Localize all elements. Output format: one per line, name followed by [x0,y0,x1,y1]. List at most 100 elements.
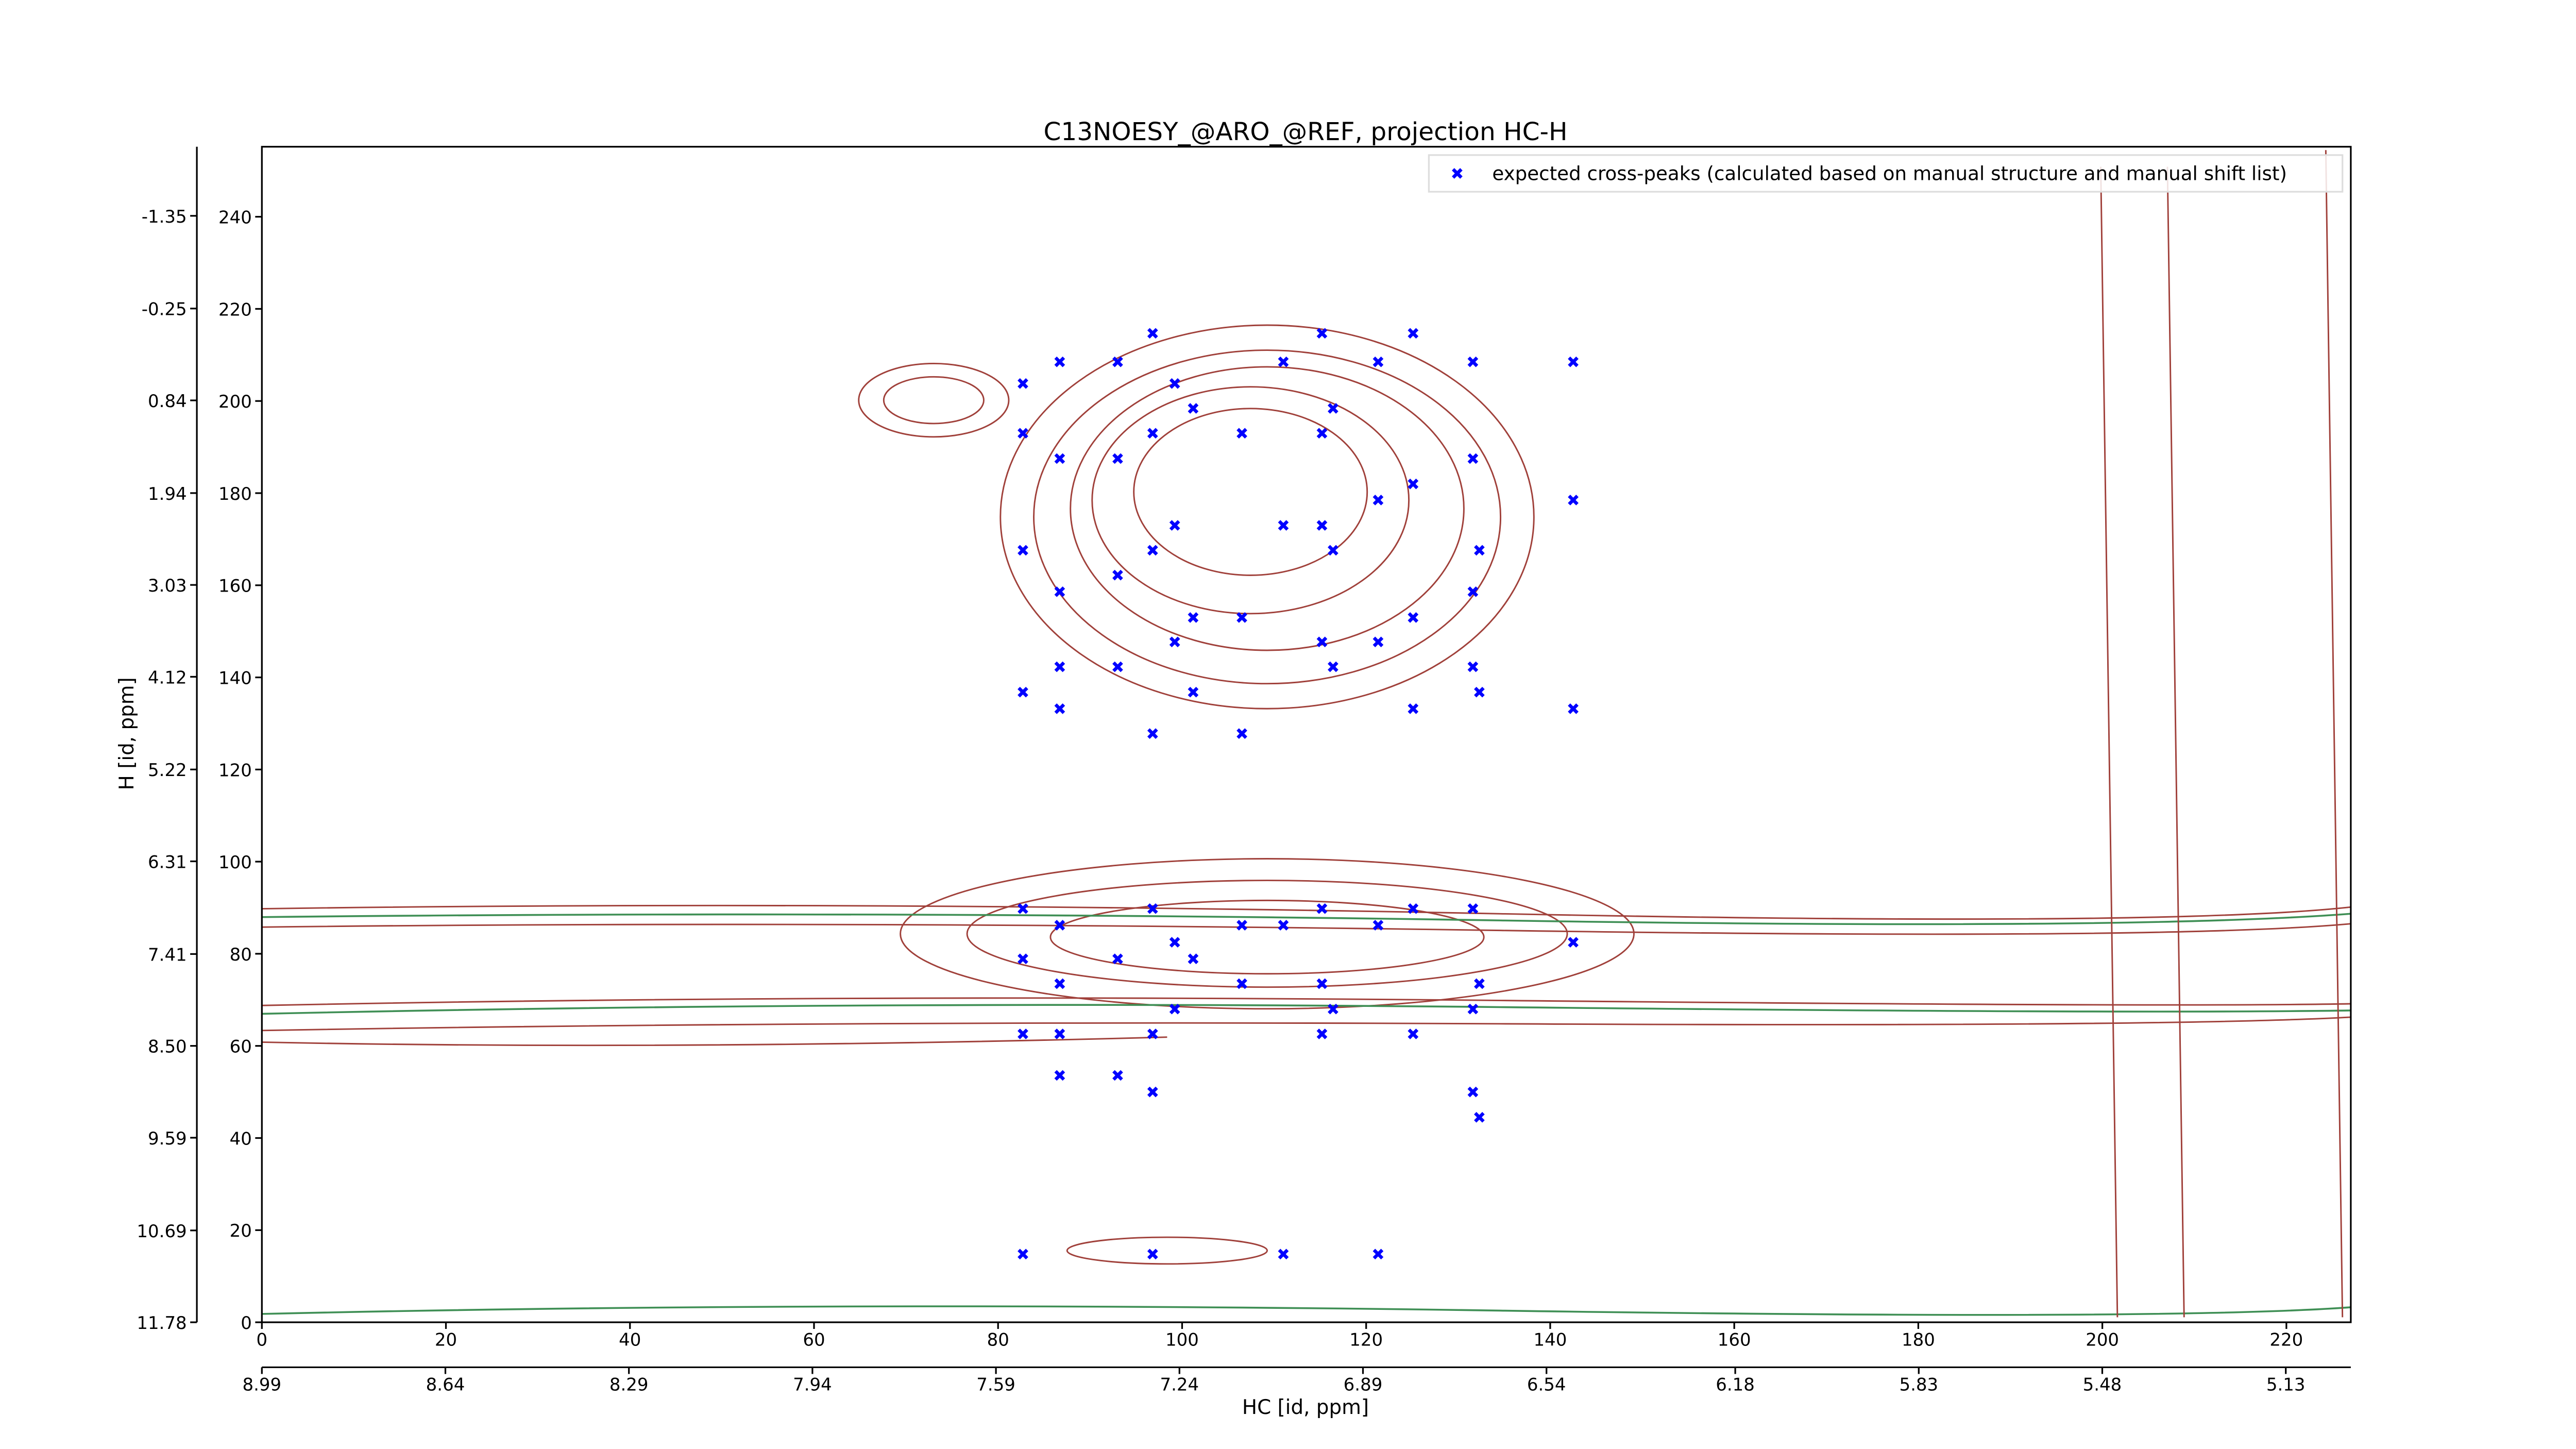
cross-peak [1236,978,1247,989]
contour [262,1016,2351,1032]
contour [262,1004,2351,1015]
x2-tick-label: 8.99 [242,1375,281,1395]
contour [262,923,2351,935]
x2-tick-label: 6.89 [1344,1375,1383,1395]
x-tick-label: 160 [1718,1329,1751,1350]
cross-peak [1188,403,1199,414]
cross-peak [1112,661,1123,672]
contour [900,858,1635,1010]
cross-peak [1169,636,1180,648]
cross-peak [1147,428,1158,439]
contour [883,376,985,425]
cross-peak [1236,728,1247,739]
cross-peak [1054,703,1065,714]
y-tick-label: 0 [241,1313,252,1334]
cross-peak [1147,1086,1158,1098]
cross-peak [1112,1070,1123,1081]
cross-peak [1408,1029,1419,1039]
cross-peak [1408,478,1419,490]
cross-peak [1188,953,1199,965]
cross-peak [1408,703,1419,714]
contour [262,1036,1167,1047]
cross-peak [1112,953,1123,965]
cross-peak [1467,661,1479,672]
y-tick-label: 40 [230,1128,252,1149]
cross-peak [1467,586,1479,597]
y2-tick-label: 3.03 [148,576,187,596]
x-tick-label: 80 [987,1329,1009,1350]
cross-peak [1054,586,1065,597]
cross-peak [1372,920,1384,931]
cross-peak [1278,520,1289,531]
cross-peak [1467,903,1479,914]
cross-peak [1169,1003,1180,1015]
contour [262,904,2351,920]
cross-peak [1328,1003,1338,1015]
cross-peak [1278,356,1289,367]
y2-tick-label: 6.31 [148,852,187,872]
x2-tick-label: 8.29 [609,1375,649,1395]
contour [262,997,2351,1006]
cross-peak [1169,378,1180,389]
y-tick-label: 120 [218,760,252,781]
y-tick-label: 180 [218,484,252,504]
cross-peak [1112,356,1123,367]
cross-peak [1316,978,1328,989]
y2-tick-label: 10.69 [137,1221,187,1242]
x-axis-label: HC [id, ppm] [1242,1396,1369,1419]
cross-peak [1278,1249,1289,1260]
contour [1133,408,1368,576]
cross-peak [1054,661,1065,672]
x-tick-label: 100 [1165,1329,1199,1350]
cross-peak [1316,520,1328,531]
contour [999,324,1535,710]
x2-tick-label: 6.54 [1527,1375,1566,1395]
cross-peak [1568,356,1579,367]
contour [2100,150,2344,1318]
y2-tick-label: 7.41 [148,945,187,965]
y-tick-label: 240 [218,208,252,228]
x-tick-label: 0 [256,1329,267,1350]
cross-peak [1467,356,1479,367]
y-tick-label: 160 [218,576,252,597]
legend-label: expected cross-peaks (calculated based o… [1492,162,2287,184]
cross-peak [1467,453,1479,464]
cross-peak [1147,545,1158,556]
contour [262,1305,2351,1316]
cross-peak [1054,453,1065,464]
x2-tick-label: 5.83 [1899,1375,1938,1395]
cross-peak [1018,1029,1028,1039]
plot-frame [261,146,2352,1323]
y2-tick-label: 5.22 [148,760,187,781]
y-tick-label: 220 [218,299,252,320]
cross-peak [1316,636,1328,648]
contour [858,362,1010,438]
cross-peak [1018,686,1028,698]
x2-tick-label: 7.24 [1160,1375,1199,1395]
y-tick-label: 140 [218,668,252,689]
cross-peak [1054,978,1065,989]
cross-peak [1316,1029,1328,1039]
contour [1049,899,1485,975]
chart-title: C13NOESY_@ARO_@REF, projection HC-H [1043,117,1567,146]
y-tick-label: 20 [230,1221,252,1241]
y-tick-label: 200 [218,392,252,412]
x-tick-label: 120 [1349,1329,1383,1350]
y2-tick-label: 4.12 [148,667,187,688]
y-tick-label: 80 [230,945,252,965]
cross-peak [1474,545,1485,556]
y2-tick-label: 0.84 [148,391,187,412]
cross-peak [1467,1003,1479,1015]
y-axis-label: H [id, ppm] [115,677,139,790]
cross-peak [1316,428,1328,439]
cross-peak [1372,1249,1384,1260]
y2-tick-label: -1.35 [142,207,187,227]
cross-peak [1568,703,1579,714]
x-tick-label: 40 [619,1329,641,1350]
cross-peak [1147,903,1158,914]
cross-peak [1169,520,1180,531]
y2-tick-label: 8.50 [148,1037,187,1057]
x2-tick-label: 8.64 [426,1375,465,1395]
cross-peak [1236,428,1247,439]
